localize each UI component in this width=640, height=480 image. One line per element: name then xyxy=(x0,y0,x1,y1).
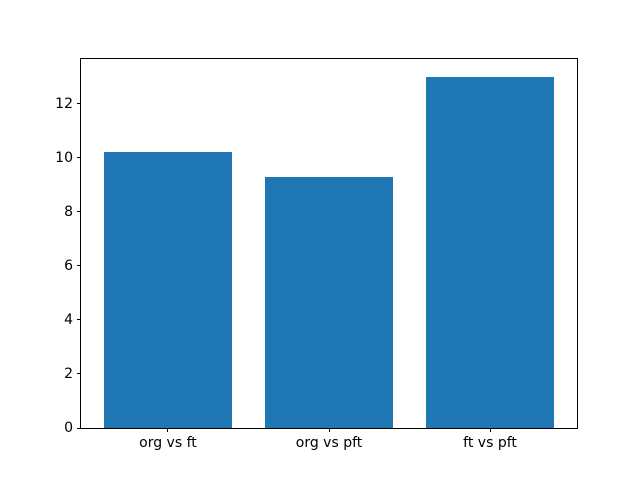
x-tick-label: org vs ft xyxy=(139,435,197,451)
plot-area: org vs ft org vs pft ft vs pft 0 2 4 6 8 10 12 xyxy=(55,58,578,451)
y-tick-label: 12 xyxy=(55,95,73,112)
y-tick xyxy=(77,103,81,105)
bar xyxy=(103,152,233,428)
y-tick-label: 10 xyxy=(55,149,73,166)
y-tick xyxy=(77,319,81,321)
y-tick-label: 8 xyxy=(64,203,73,220)
y-tick-label: 0 xyxy=(64,420,73,436)
y-tick xyxy=(77,265,81,267)
x-tick xyxy=(167,428,169,432)
y-tick-label: 4 xyxy=(64,311,73,328)
y-tick xyxy=(77,373,81,375)
y-tick xyxy=(77,157,81,159)
x-tick xyxy=(489,428,491,432)
x-tick xyxy=(328,428,330,432)
bar xyxy=(425,76,555,428)
y-tick-label: 2 xyxy=(64,365,73,382)
y-tick-label: 6 xyxy=(64,257,73,274)
y-tick xyxy=(77,427,81,429)
x-tick-label: ft vs pft xyxy=(463,435,517,451)
y-tick xyxy=(77,211,81,213)
x-tick-label: org vs pft xyxy=(295,435,363,451)
bar xyxy=(264,176,394,428)
